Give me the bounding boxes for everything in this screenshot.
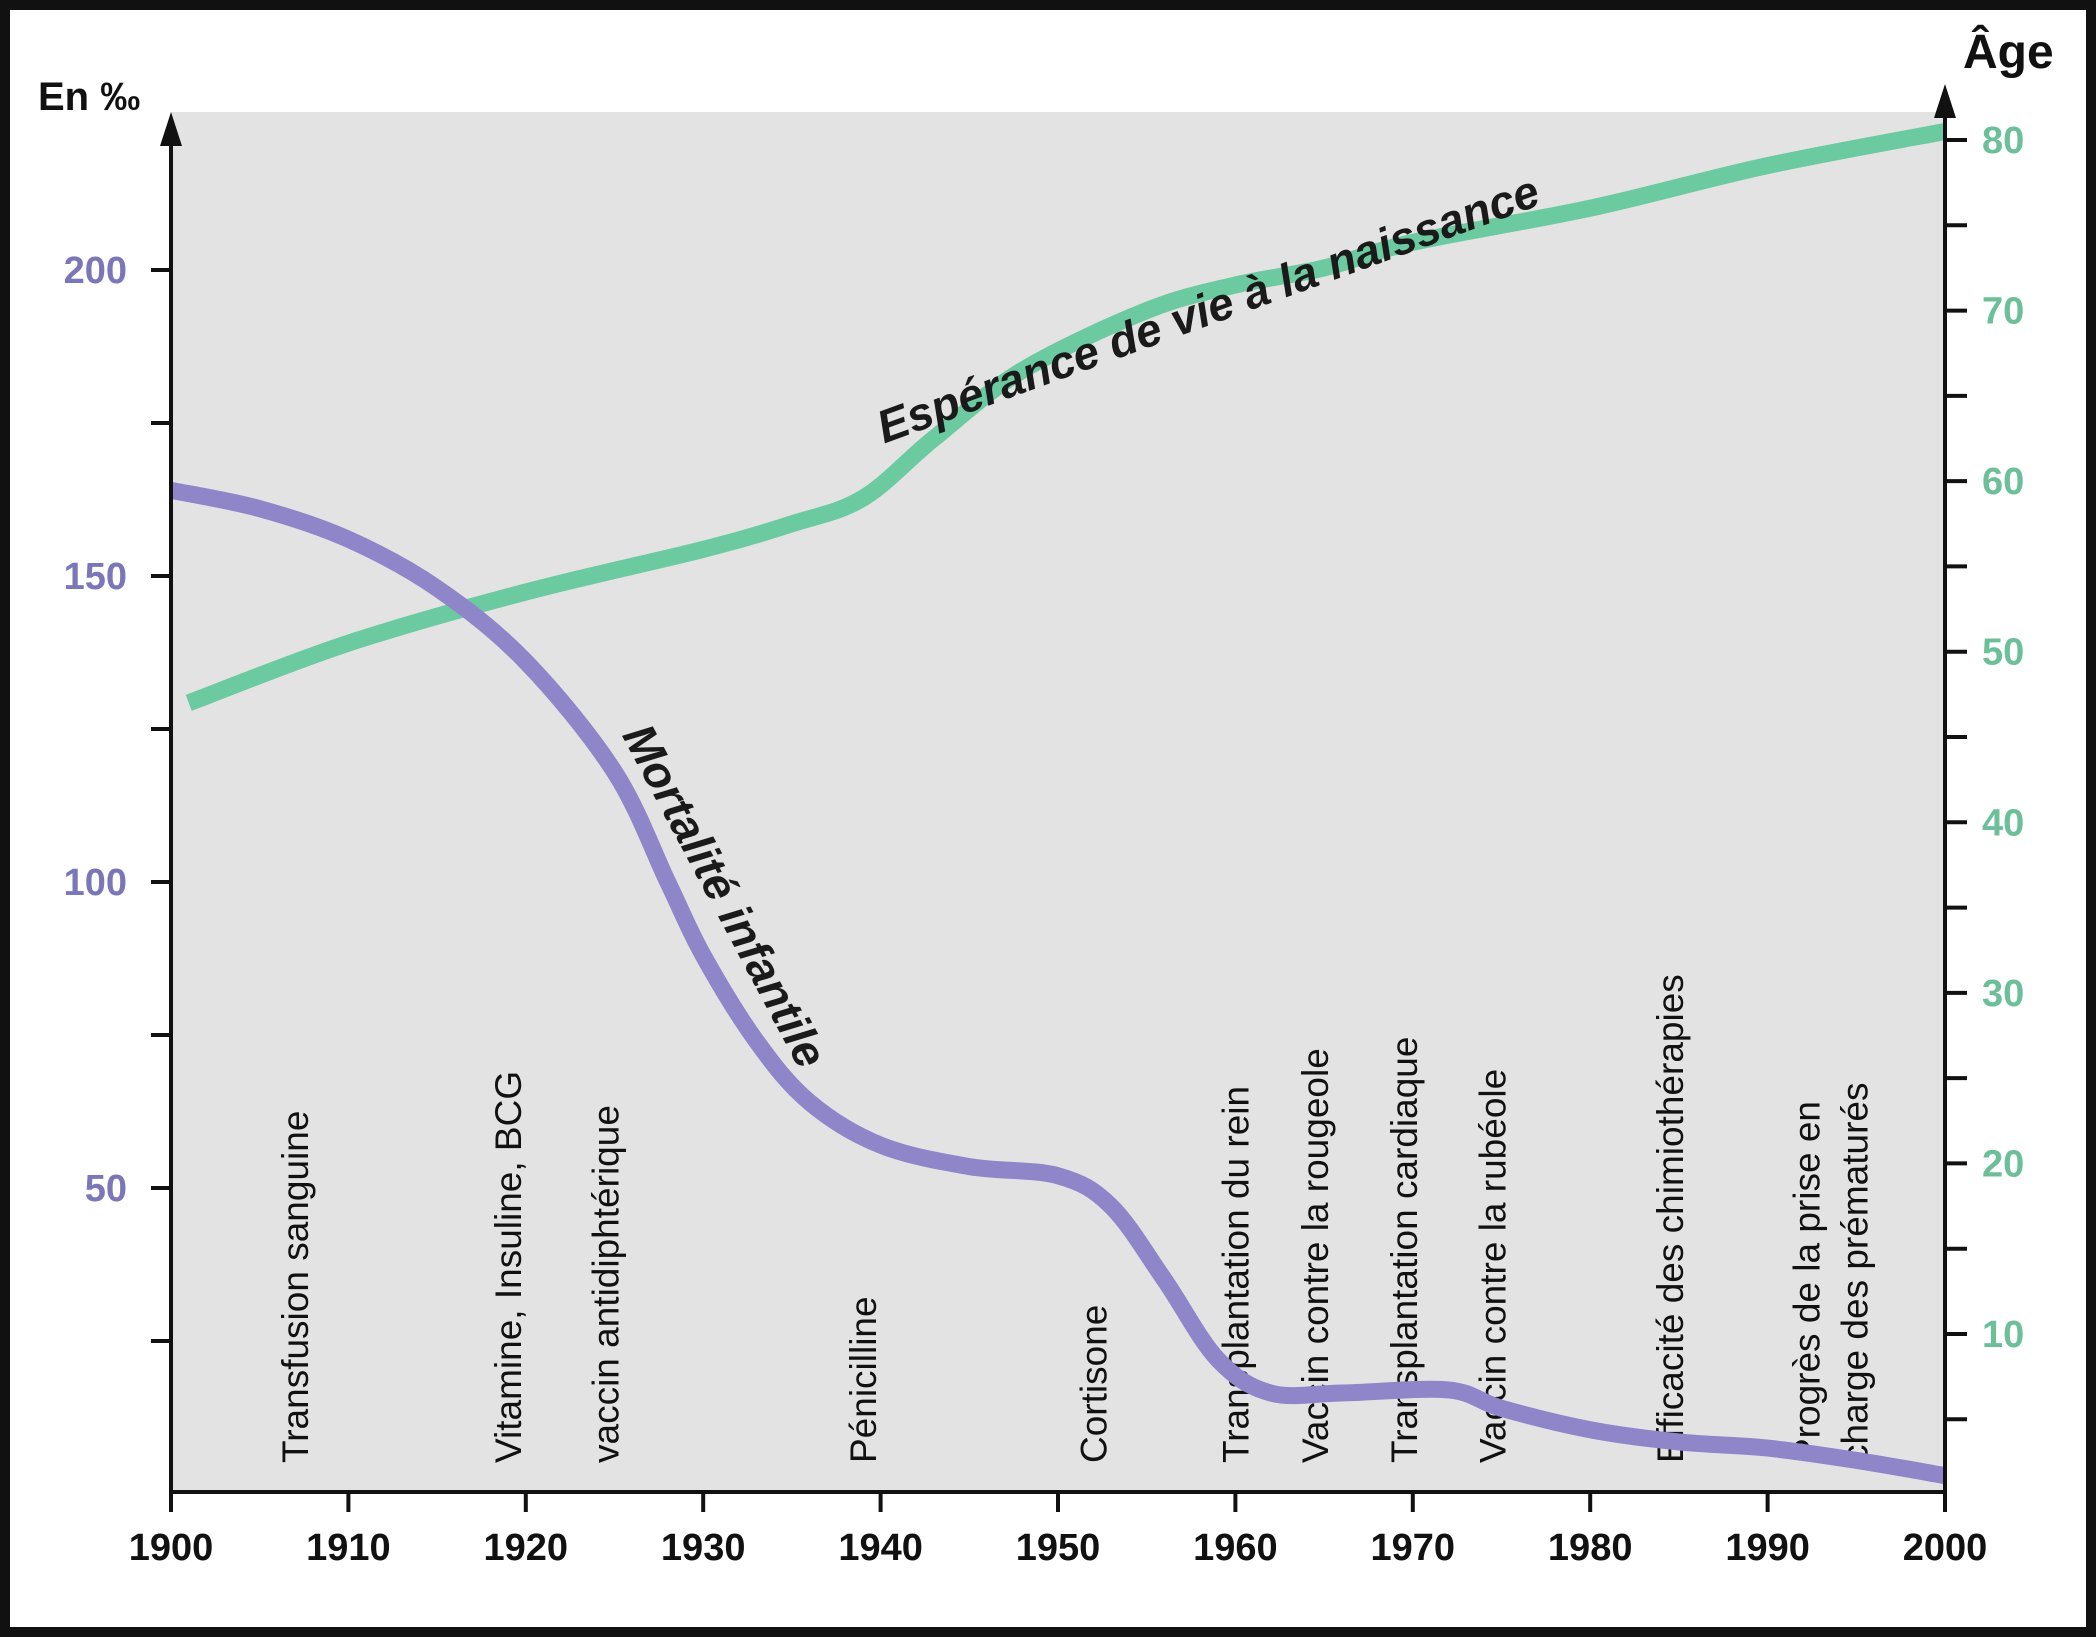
x-tick-label: 1960: [1193, 1527, 1278, 1569]
right-tick-label: 20: [1982, 1143, 2024, 1185]
event-label-2: vaccin antidiphtérique: [586, 1105, 627, 1463]
event-label-5: Transplantation du rein: [1215, 1086, 1256, 1463]
left-tick-label: 200: [64, 250, 127, 292]
mortality-line: [169, 481, 1947, 1485]
series-lines: [169, 123, 1947, 1485]
x-tick-label: 1930: [661, 1527, 746, 1569]
right-axis-arrow: [1934, 84, 1956, 118]
event-label-3: Pénicilline: [843, 1296, 884, 1463]
x-tick-label: 1910: [306, 1527, 391, 1569]
left-axis-arrow: [160, 112, 182, 146]
event-labels: Transfusion sanguine Vitamine, Insuline, …: [275, 974, 1876, 1463]
x-tick-label: 2000: [1903, 1527, 1988, 1569]
right-tick-label: 30: [1982, 973, 2024, 1015]
x-tick-label: 1990: [1725, 1527, 1810, 1569]
x-tick-label: 1970: [1371, 1527, 1456, 1569]
right-tick-label: 50: [1982, 632, 2024, 674]
left-tick-label: 100: [64, 862, 127, 904]
right-tick-label: 60: [1982, 461, 2024, 503]
x-tick-label: 1950: [1016, 1527, 1101, 1569]
event-label-line: Progrès de la prise en: [1787, 1101, 1828, 1463]
x-tick-label: 1900: [129, 1527, 214, 1569]
event-label-0: Transfusion sanguine: [275, 1111, 316, 1463]
event-label-1: Vitamine, Insuline, BCG: [488, 1071, 529, 1463]
event-label-4: Cortisone: [1073, 1305, 1114, 1463]
event-label-10: Progrès de la prise en charge des prématu…: [1787, 1083, 1876, 1463]
right-tick-label: 80: [1982, 120, 2024, 162]
right-tick-label: 10: [1982, 1314, 2024, 1356]
x-tick-label: 1920: [484, 1527, 569, 1569]
left-axis-unit-label: En ‰: [38, 75, 140, 119]
axes: 1900 1910 1920 1930 1940 1950 1960 1970 1980 1990…: [64, 84, 2024, 1569]
life-expectancy-line: [185, 123, 1947, 711]
event-label-9: Efficacité des chimiothérapies: [1650, 974, 1691, 1463]
x-tick-label: 1980: [1548, 1527, 1633, 1569]
left-tick-label: 150: [64, 556, 127, 598]
right-axis-unit-label: Âge: [1963, 24, 2054, 79]
right-tick-label: 40: [1982, 802, 2024, 844]
left-tick-label: 50: [85, 1168, 127, 1210]
right-tick-label: 70: [1982, 291, 2024, 333]
x-tick-label: 1940: [838, 1527, 923, 1569]
event-label-line: charge des prématurés: [1835, 1083, 1876, 1463]
